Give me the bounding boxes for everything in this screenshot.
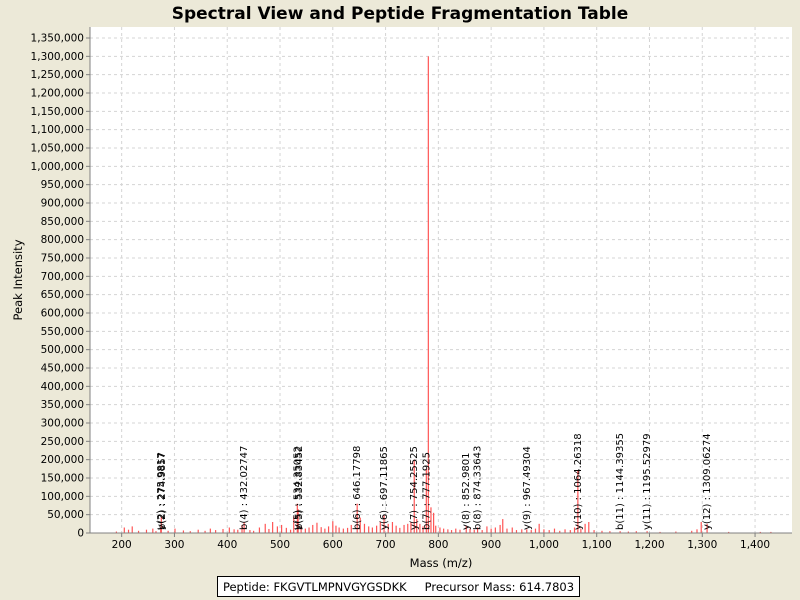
peptide-info-box: Peptide: FKGVTLMPNVGYGSDKK Precursor Mas… — [217, 576, 580, 597]
y-tick-label: 900,000 — [41, 198, 84, 210]
y-tick-label: 1,250,000 — [31, 69, 84, 81]
y-axis-label: Peak Intensity — [11, 239, 25, 320]
y-tick-label: 1,050,000 — [31, 143, 84, 155]
fragment-label: y(12) : 1309.06274 — [702, 433, 713, 530]
fragment-label: y(8) : 852.9801 — [461, 452, 472, 530]
fragment-label: b(6) : 646.17798 — [352, 446, 363, 530]
y-tick-label: 450,000 — [41, 363, 84, 375]
x-tick-label: 300 — [164, 539, 184, 551]
y-tick-label: 500,000 — [41, 344, 84, 356]
y-tick-label: 1,300,000 — [31, 51, 84, 63]
fragment-label: b(2) : 274.9857 — [157, 452, 168, 530]
fragment-label: b(7) : 777.1925 — [421, 452, 432, 530]
y-tick-label: 150,000 — [41, 473, 84, 485]
fragment-label: b(8) : 874.33643 — [473, 446, 484, 530]
x-tick-label: 700 — [376, 539, 396, 551]
x-tick-label: 1,100 — [582, 539, 612, 551]
precursor-mass: Precursor Mass: 614.7803 — [424, 579, 575, 594]
y-tick-label: 600,000 — [41, 308, 84, 320]
y-tick-label: 100,000 — [41, 491, 84, 503]
fragment-label: y(9) : 967.49304 — [522, 446, 533, 530]
x-tick-label: 600 — [323, 539, 343, 551]
y-tick-label: 700,000 — [41, 271, 84, 283]
x-axis-label: Mass (m/z) — [410, 556, 473, 570]
x-tick-label: 1,300 — [687, 539, 717, 551]
fragment-label: y(11) : 1195.52979 — [642, 433, 653, 530]
fragment-label: y(10) : 1064.26318 — [573, 433, 584, 530]
y-tick-label: 950,000 — [41, 179, 84, 191]
fragment-label: y(6) : 697.11865 — [379, 446, 390, 530]
y-tick-label: 400,000 — [41, 381, 84, 393]
axis-layer: 0 50,000 100,000 150,000 200,000 250,000 300,0… — [31, 27, 792, 551]
y-tick-label: 750,000 — [41, 253, 84, 265]
y-tick-label: 1,150,000 — [31, 106, 84, 118]
y-tick-label: 1,100,000 — [31, 124, 84, 136]
y-tick-label: 1,200,000 — [31, 88, 84, 100]
x-tick-label: 900 — [481, 539, 501, 551]
y-tick-label: 250,000 — [41, 436, 84, 448]
y-tick-label: 1,350,000 — [31, 33, 84, 45]
x-tick-label: 400 — [217, 539, 237, 551]
plot-background — [90, 27, 792, 533]
fragment-label: b(11) : 1144.39355 — [615, 433, 626, 530]
fragment-label: y(7) : 754.25525 — [409, 446, 420, 530]
y-tick-label: 850,000 — [41, 216, 84, 228]
y-tick-label: 300,000 — [41, 418, 84, 430]
fragment-label: y(5) : 534.35052 — [292, 446, 303, 530]
x-tick-label: 200 — [112, 539, 132, 551]
y-tick-label: 650,000 — [41, 289, 84, 301]
peptide-sequence: Peptide: FKGVTLMPNVGYGSDKK — [222, 579, 407, 594]
y-tick-label: 200,000 — [41, 454, 84, 466]
chart-title: Spectral View and Peptide Fragmentation … — [172, 4, 629, 24]
x-tick-label: 1,000 — [529, 539, 559, 551]
y-tick-label: 800,000 — [41, 234, 84, 246]
fragment-label: y(2) : 275.9817 — [156, 452, 167, 530]
x-tick-label: 800 — [428, 539, 448, 551]
y-tick-label: 350,000 — [41, 399, 84, 411]
grid-layer — [90, 27, 792, 534]
y-tick-label: 50,000 — [47, 509, 84, 521]
fragment-label: b(4) : 432.02747 — [239, 446, 250, 530]
y-tick-label: 0 — [77, 528, 84, 540]
fragment-label: b(5) : 532.83452 — [294, 446, 305, 530]
y-tick-label: 550,000 — [41, 326, 84, 338]
x-tick-label: 1,200 — [634, 539, 664, 551]
x-tick-label: 1,400 — [740, 539, 770, 551]
y-tick-label: 1,000,000 — [31, 161, 84, 173]
x-tick-label: 500 — [270, 539, 290, 551]
